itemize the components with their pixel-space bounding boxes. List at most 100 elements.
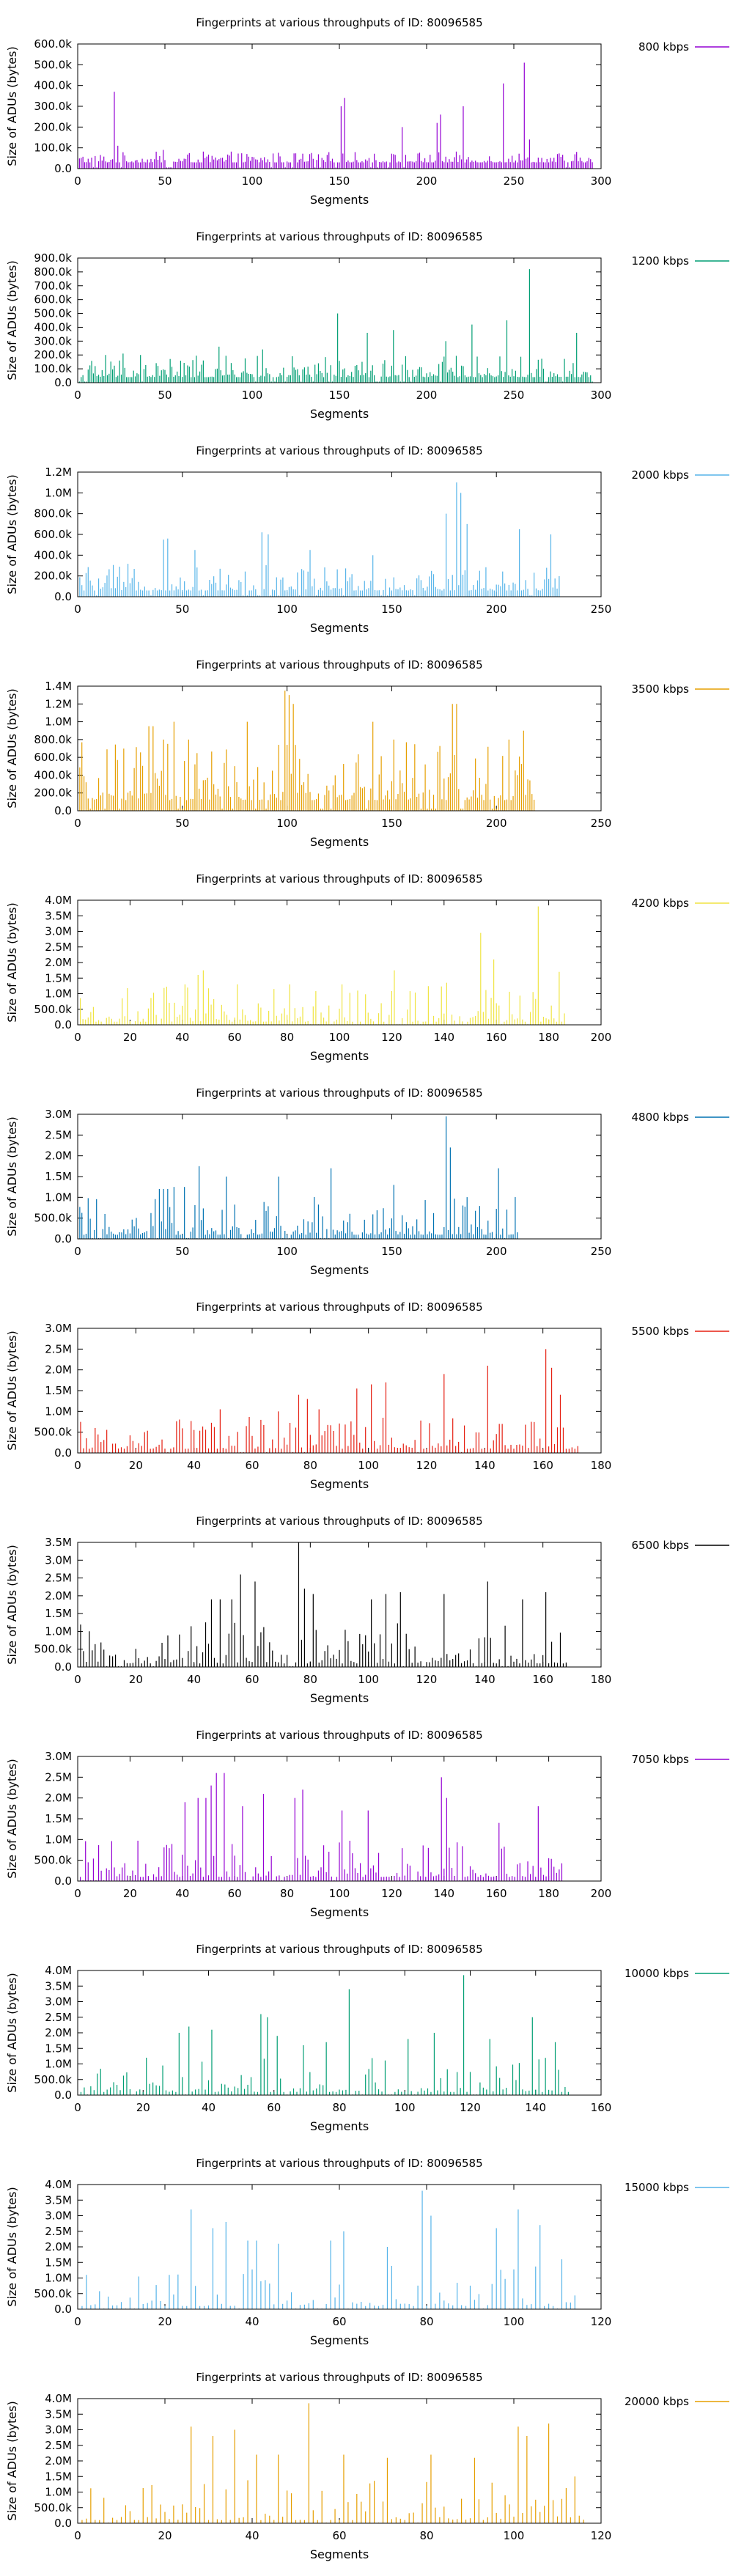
legend-label: 10000 kbps (625, 1967, 689, 1980)
y-tick-label: 2.5M (45, 1572, 72, 1585)
x-tick-label: 80 (303, 1673, 317, 1686)
x-tick-label: 180 (591, 1459, 612, 1472)
x-tick-label: 50 (175, 817, 189, 830)
x-tick-label: 180 (591, 1673, 612, 1686)
chart-title: Fingerprints at various throughputs of I… (196, 872, 482, 886)
y-tick-label: 1.2M (45, 697, 72, 710)
y-axis-label: Size of ADUs (bytes) (5, 2187, 19, 2306)
x-tick-label: 0 (74, 174, 81, 188)
chart-panel: Fingerprints at various throughputs of I… (0, 864, 733, 1078)
y-tick-label: 2.5M (45, 1128, 72, 1141)
series-bars (79, 482, 560, 597)
chart-panel: Fingerprints at various throughputs of I… (0, 2362, 733, 2576)
y-tick-label: 0.0 (54, 590, 72, 603)
x-tick-label: 100 (358, 1673, 379, 1686)
series-bars (79, 691, 535, 811)
plot-frame (77, 899, 602, 1026)
x-tick-label: 80 (280, 1031, 294, 1044)
x-tick-label: 40 (202, 2101, 216, 2114)
y-tick-label: 2.0M (45, 956, 72, 969)
y-axis-label: Size of ADUs (bytes) (5, 688, 19, 808)
y-tick-label: 400.0k (34, 320, 72, 334)
y-tick-label: 3.5M (45, 1536, 72, 1549)
y-tick-label: 4.0M (45, 2178, 72, 2191)
x-tick-label: 200 (486, 603, 507, 616)
x-tick-label: 140 (474, 1673, 496, 1686)
y-tick-label: 200.0k (34, 787, 72, 800)
x-axis-label: Segments (310, 1691, 369, 1705)
x-axis-label: Segments (310, 835, 369, 849)
y-tick-label: 1.2M (45, 465, 72, 479)
chart-panel: Fingerprints at various throughputs of I… (0, 1078, 733, 1292)
x-tick-label: 100 (276, 817, 298, 830)
y-tick-label: 1.0M (45, 1191, 72, 1204)
chart-svg: Fingerprints at various throughputs of I… (5, 444, 729, 635)
x-tick-label: 150 (329, 174, 350, 188)
legend-label: 20000 kbps (625, 2395, 689, 2408)
x-tick-label: 160 (532, 1459, 553, 1472)
plot-frame (77, 1328, 602, 1454)
y-tick-label: 200.0k (34, 120, 72, 133)
y-tick-label: 1.0M (45, 1405, 72, 1418)
chart-svg: Fingerprints at various throughputs of I… (5, 2371, 729, 2561)
x-tick-label: 100 (276, 603, 298, 616)
y-tick-label: 2.0M (45, 1589, 72, 1602)
chart-svg: Fingerprints at various throughputs of I… (5, 1943, 729, 2133)
x-axis-label: Segments (310, 407, 369, 421)
x-tick-label: 300 (591, 174, 612, 188)
y-tick-label: 0.0 (54, 2089, 72, 2102)
y-tick-label: 0.0 (54, 376, 72, 389)
x-tick-label: 120 (381, 1887, 402, 1900)
y-tick-label: 2.0M (45, 1364, 72, 1377)
x-tick-label: 120 (416, 1459, 438, 1472)
y-tick-label: 600.0k (34, 293, 72, 306)
y-tick-label: 900.0k (34, 251, 72, 265)
y-tick-label: 100.0k (34, 362, 72, 375)
y-tick-label: 800.0k (34, 507, 72, 520)
plot-frame (77, 1114, 602, 1240)
x-tick-label: 40 (187, 1673, 201, 1686)
y-tick-label: 1.5M (45, 1384, 72, 1397)
chart-svg: Fingerprints at various throughputs of I… (5, 1086, 729, 1277)
legend-label: 2000 kbps (632, 468, 690, 482)
x-tick-label: 160 (591, 2101, 612, 2114)
x-tick-label: 40 (175, 1887, 189, 1900)
series-bars (81, 2190, 575, 2309)
x-tick-label: 80 (280, 1887, 294, 1900)
x-tick-label: 160 (486, 1887, 507, 1900)
y-tick-label: 1.0M (45, 486, 72, 499)
x-tick-label: 140 (433, 1887, 454, 1900)
y-tick-label: 2.5M (45, 2439, 72, 2452)
chart-panel: Fingerprints at various throughputs of I… (0, 435, 733, 649)
x-tick-label: 180 (538, 1031, 559, 1044)
x-tick-label: 0 (74, 817, 81, 830)
x-tick-label: 60 (332, 2315, 346, 2328)
y-tick-label: 500.0k (34, 2287, 72, 2300)
x-tick-label: 180 (538, 1887, 559, 1900)
legend-label: 1200 kbps (632, 254, 690, 268)
plot-frame (77, 1542, 602, 1668)
chart-title: Fingerprints at various throughputs of I… (196, 1300, 482, 1314)
x-tick-label: 0 (74, 1031, 81, 1044)
x-tick-label: 120 (591, 2529, 612, 2542)
chart-title: Fingerprints at various throughputs of I… (196, 444, 482, 457)
x-axis-label: Segments (310, 1905, 369, 1919)
y-axis-label: Size of ADUs (bytes) (5, 1545, 19, 1664)
x-tick-label: 20 (136, 2101, 150, 2114)
chart-title: Fingerprints at various throughputs of I… (196, 2371, 482, 2384)
x-tick-label: 80 (332, 2101, 346, 2114)
x-tick-label: 200 (591, 1031, 612, 1044)
series-bars (80, 1975, 569, 2095)
plot-frame (77, 2398, 602, 2524)
y-tick-label: 400.0k (34, 79, 72, 92)
plot-frame (77, 1970, 602, 2096)
y-tick-label: 500.0k (34, 1003, 72, 1016)
x-tick-label: 300 (591, 389, 612, 402)
x-axis-label: Segments (310, 2547, 369, 2561)
y-tick-label: 1.0M (45, 1624, 72, 1638)
x-tick-label: 160 (486, 1031, 507, 1044)
y-tick-label: 0.0 (54, 2303, 72, 2316)
x-tick-label: 140 (525, 2101, 546, 2114)
x-tick-label: 20 (129, 1673, 143, 1686)
x-tick-label: 120 (591, 2315, 612, 2328)
